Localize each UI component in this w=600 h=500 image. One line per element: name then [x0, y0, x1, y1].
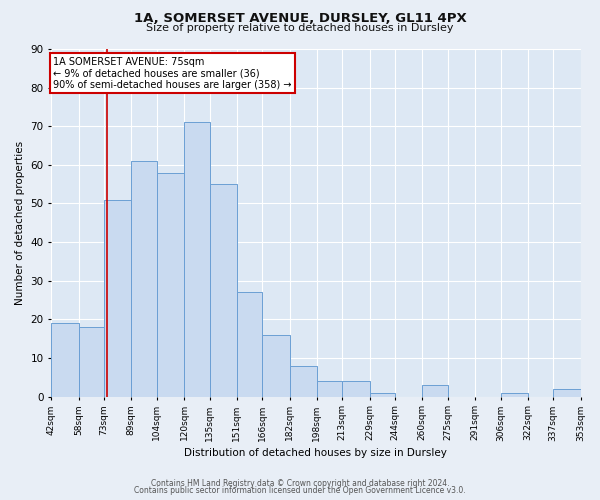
Bar: [290, 366, 317, 396]
Y-axis label: Number of detached properties: Number of detached properties: [15, 140, 25, 305]
Bar: [104, 200, 131, 396]
Bar: [317, 381, 342, 396]
Bar: [262, 335, 290, 396]
Bar: [370, 392, 395, 396]
Text: 1A, SOMERSET AVENUE, DURSLEY, GL11 4PX: 1A, SOMERSET AVENUE, DURSLEY, GL11 4PX: [134, 12, 466, 24]
Bar: [500, 392, 528, 396]
Text: 1A SOMERSET AVENUE: 75sqm
← 9% of detached houses are smaller (36)
90% of semi-d: 1A SOMERSET AVENUE: 75sqm ← 9% of detach…: [53, 56, 292, 90]
Text: Contains public sector information licensed under the Open Government Licence v3: Contains public sector information licen…: [134, 486, 466, 495]
Bar: [131, 161, 157, 396]
Bar: [553, 389, 581, 396]
Bar: [79, 327, 104, 396]
Bar: [422, 385, 448, 396]
Bar: [342, 381, 370, 396]
Text: Size of property relative to detached houses in Dursley: Size of property relative to detached ho…: [146, 23, 454, 33]
X-axis label: Distribution of detached houses by size in Dursley: Distribution of detached houses by size …: [184, 448, 448, 458]
Bar: [237, 292, 262, 397]
Bar: [184, 122, 209, 396]
Bar: [209, 184, 237, 396]
Text: Contains HM Land Registry data © Crown copyright and database right 2024.: Contains HM Land Registry data © Crown c…: [151, 479, 449, 488]
Bar: [52, 323, 79, 396]
Bar: [157, 172, 184, 396]
